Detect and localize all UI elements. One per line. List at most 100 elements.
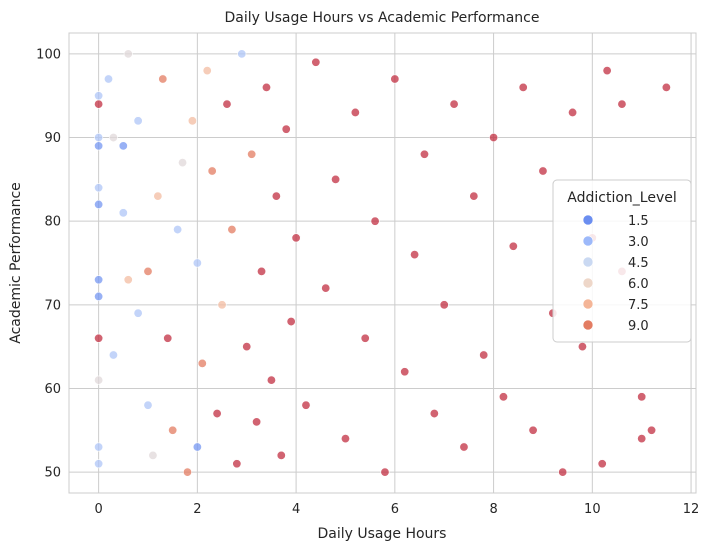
data-point [360, 333, 370, 343]
data-point [281, 124, 291, 134]
data-point [637, 434, 647, 444]
legend-marker [582, 235, 594, 247]
data-point [528, 425, 538, 435]
legend: Addiction_Level 1.5 3.0 4.5 6.0 7.5 9.0 [552, 179, 692, 343]
data-point [94, 275, 104, 285]
data-point [321, 283, 331, 293]
data-point [518, 82, 528, 92]
data-point [271, 191, 281, 201]
data-point [94, 141, 104, 151]
data-point [661, 82, 671, 92]
data-point [400, 367, 410, 377]
legend-label: 4.5 [628, 256, 649, 271]
data-point [118, 141, 128, 151]
data-point [380, 467, 390, 477]
data-point [301, 400, 311, 410]
data-point [187, 116, 197, 126]
data-point [123, 275, 133, 285]
data-point [568, 107, 578, 117]
legend-label: 3.0 [628, 235, 649, 250]
x-tick-label: 8 [489, 502, 497, 517]
data-point [637, 392, 647, 402]
data-point [459, 442, 469, 452]
data-point [118, 208, 128, 218]
data-point [261, 82, 271, 92]
data-point [143, 400, 153, 410]
data-point [232, 459, 242, 469]
data-point [103, 74, 113, 84]
data-point [340, 434, 350, 444]
data-point [291, 233, 301, 243]
data-point [94, 291, 104, 301]
data-point [469, 191, 479, 201]
legend-marker [582, 256, 594, 268]
x-tick-label: 4 [292, 502, 300, 517]
data-point [143, 266, 153, 276]
y-axis-label: Academic Performance [8, 182, 24, 344]
data-point [419, 149, 429, 159]
data-point [617, 99, 627, 109]
data-point [148, 450, 158, 460]
legend-marker [582, 319, 594, 331]
data-points [94, 49, 671, 477]
data-point [370, 216, 380, 226]
data-point [252, 417, 262, 427]
chart-title: Daily Usage Hours vs Academic Performanc… [225, 10, 540, 26]
data-point [479, 350, 489, 360]
data-point [227, 225, 237, 235]
data-point [94, 133, 104, 143]
data-point [94, 459, 104, 469]
legend-label: 7.5 [628, 298, 649, 313]
data-point [202, 66, 212, 76]
data-point [94, 99, 104, 109]
data-point [182, 467, 192, 477]
data-point [237, 49, 247, 59]
data-point [222, 99, 232, 109]
data-point [242, 342, 252, 352]
x-tick-label: 12 [683, 502, 700, 517]
data-point [133, 308, 143, 318]
y-tick-label: 60 [44, 382, 61, 397]
data-point [207, 166, 217, 176]
legend-marker [582, 277, 594, 289]
legend-label: 1.5 [628, 214, 649, 229]
data-point [390, 74, 400, 84]
data-point [286, 317, 296, 327]
y-tick-label: 70 [44, 298, 61, 313]
x-tick-label: 6 [391, 502, 399, 517]
data-point [123, 49, 133, 59]
data-point [192, 442, 202, 452]
data-point [429, 409, 439, 419]
x-tick-label: 2 [193, 502, 201, 517]
y-tick-label: 80 [44, 215, 61, 230]
data-point [173, 225, 183, 235]
y-tick-label: 100 [36, 47, 61, 62]
data-point [449, 99, 459, 109]
data-point [508, 241, 518, 251]
data-point [108, 133, 118, 143]
data-point [94, 91, 104, 101]
data-point [168, 425, 178, 435]
data-point [558, 467, 568, 477]
data-point [489, 133, 499, 143]
data-point [94, 183, 104, 193]
data-point [257, 266, 267, 276]
data-point [266, 375, 276, 385]
legend-title: Addiction_Level [567, 190, 676, 206]
x-axis-label: Daily Usage Hours [318, 526, 447, 542]
data-point [197, 358, 207, 368]
data-point [192, 258, 202, 268]
legend-label: 6.0 [628, 277, 649, 292]
data-point [158, 74, 168, 84]
data-point [410, 250, 420, 260]
data-point [217, 300, 227, 310]
data-point [94, 199, 104, 209]
y-tick-label: 50 [44, 466, 61, 481]
data-point [331, 174, 341, 184]
data-point [498, 392, 508, 402]
data-point [577, 342, 587, 352]
data-point [597, 459, 607, 469]
legend-entries: 1.5 3.0 4.5 6.0 7.5 9.0 [582, 214, 649, 334]
